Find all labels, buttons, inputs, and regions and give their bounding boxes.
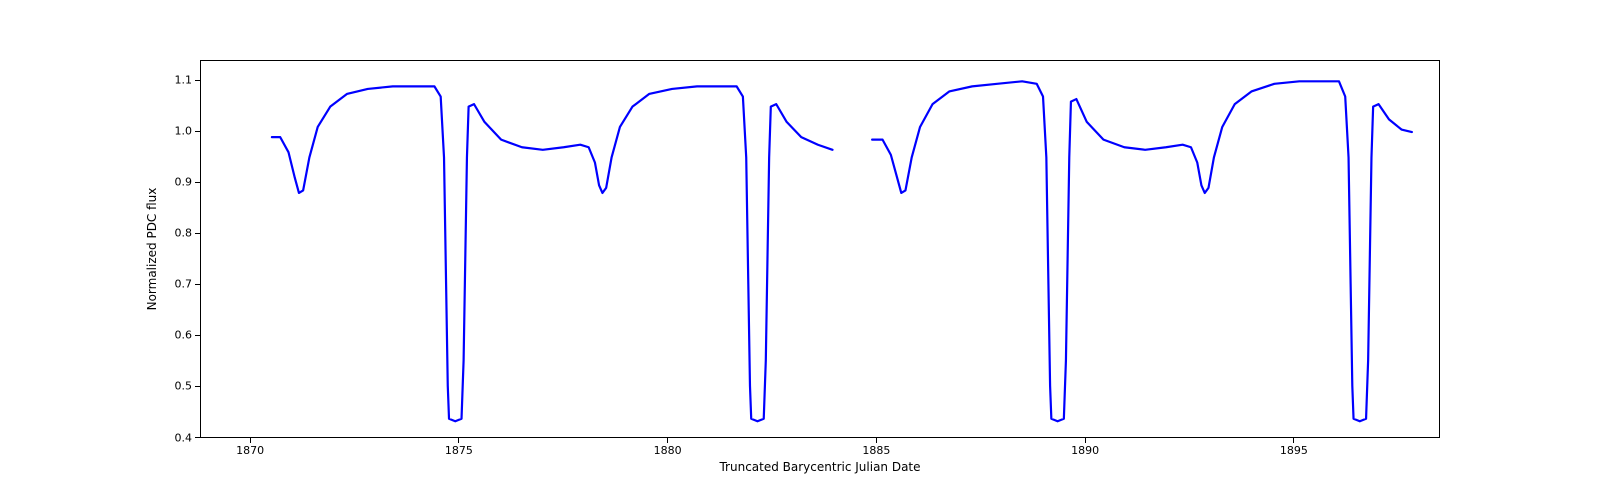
x-axis-label: Truncated Barycentric Julian Date [719, 460, 920, 474]
figure: Truncated Barycentric Julian Date Normal… [0, 0, 1600, 500]
ytick-label: 0.5 [175, 380, 193, 393]
ytick-mark [195, 233, 200, 234]
xtick-mark [876, 438, 877, 443]
y-axis-label: Normalized PDC flux [145, 187, 159, 310]
xtick-label: 1885 [862, 444, 890, 457]
xtick-mark [1085, 438, 1086, 443]
xtick-label: 1890 [1071, 444, 1099, 457]
xtick-mark [1293, 438, 1294, 443]
xtick-mark [250, 438, 251, 443]
xtick-label: 1875 [445, 444, 473, 457]
ytick-mark [195, 284, 200, 285]
ytick-mark [195, 335, 200, 336]
ytick-mark [195, 131, 200, 132]
ytick-label: 0.8 [175, 227, 193, 240]
xtick-mark [458, 438, 459, 443]
ytick-mark [195, 182, 200, 183]
ytick-label: 1.0 [175, 125, 193, 138]
ytick-label: 1.1 [175, 74, 193, 87]
xtick-label: 1880 [654, 444, 682, 457]
plot-axes [200, 60, 1440, 438]
xtick-label: 1895 [1280, 444, 1308, 457]
xtick-label: 1870 [236, 444, 264, 457]
ytick-label: 0.9 [175, 176, 193, 189]
ytick-label: 0.4 [175, 431, 193, 444]
light-curve-plot [201, 61, 1439, 437]
ytick-label: 0.6 [175, 329, 193, 342]
ytick-mark [195, 386, 200, 387]
ytick-mark [195, 80, 200, 81]
ytick-mark [195, 437, 200, 438]
ytick-label: 0.7 [175, 278, 193, 291]
xtick-mark [667, 438, 668, 443]
